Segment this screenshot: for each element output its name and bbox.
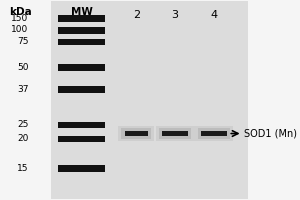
Bar [159, 128, 191, 139]
Bar [156, 126, 195, 141]
Bar [58, 64, 105, 71]
Bar [198, 128, 230, 139]
Text: SOD1 (Mn): SOD1 (Mn) [244, 129, 297, 139]
Text: 37: 37 [17, 85, 28, 94]
Bar [195, 126, 233, 141]
Bar [121, 128, 151, 139]
Text: 150: 150 [11, 14, 28, 23]
Bar [58, 27, 105, 34]
Bar [58, 39, 105, 45]
Text: 15: 15 [17, 164, 28, 173]
Bar [58, 122, 105, 128]
Text: 75: 75 [17, 37, 28, 46]
Bar [58, 15, 105, 22]
Bar [201, 131, 227, 136]
Bar [118, 126, 154, 141]
Text: kDa: kDa [9, 7, 32, 17]
Text: 2: 2 [133, 10, 140, 20]
Bar [51, 1, 248, 199]
Bar [58, 136, 105, 142]
Text: 3: 3 [172, 10, 178, 20]
Text: 100: 100 [11, 25, 28, 34]
Text: 25: 25 [17, 120, 28, 129]
Bar [58, 165, 105, 172]
Text: MW: MW [71, 7, 93, 17]
Bar [162, 131, 188, 136]
Text: 4: 4 [211, 10, 218, 20]
Text: 50: 50 [17, 63, 28, 72]
Bar [124, 131, 148, 136]
Text: 20: 20 [17, 134, 28, 143]
Bar [58, 86, 105, 93]
